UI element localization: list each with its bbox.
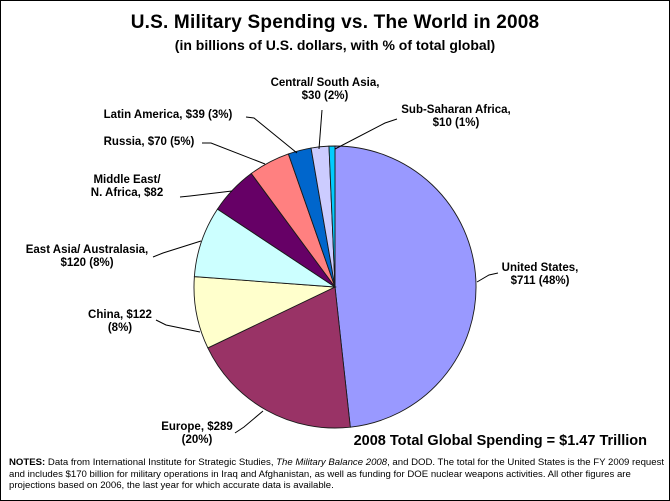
leader-line-europe [234,410,264,434]
chart-subtitle: (in billions of U.S. dollars, with % of … [174,37,496,53]
leader-line-russia [202,142,266,165]
slice-label-east-asia-australasia: East Asia/ Australasia, $120 (8%) [26,244,149,270]
leader-line-middle-east-n-africa [179,190,233,198]
slice-label-line: (8%) [107,322,133,334]
slice-label-line: $120 (8%) [60,257,114,269]
slice-label-line: N. Africa, $82 [90,187,164,199]
slice-label-line: Middle East/ [93,174,161,186]
leader-line-china [155,319,201,333]
slice-label-central-south-asia: Central/ South Asia, $30 (2%) [271,77,380,103]
slice-label-line: (20%) [181,434,213,446]
leader-line-central-south-asia [318,109,323,150]
slice-label-middle-east-n-africa: Middle East/N. Africa, $82 [91,174,163,200]
slice-label-line: East Asia/ Australasia, [25,244,149,256]
notes-text-before: Data from International Institute for St… [45,457,277,468]
slice-label-europe: Europe, $289 (20%) [161,421,233,447]
leader-line-east-asia-australasia [152,240,202,258]
leader-line-united-states [476,272,499,283]
slice-label-line: Europe, $289 [161,421,233,433]
slice-label-sub-saharan-africa: Sub-Saharan Africa, $10 (1%) [401,104,511,130]
total-spending-label: 2008 Total Global Spending = $1.47 Trill… [353,433,647,449]
slice-label-line: Russia, $70 (5%) [103,136,195,148]
slice-label-line: Central/ South Asia, [270,77,380,89]
notes: NOTES: Data from International Institute… [9,457,666,492]
notes-prefix: NOTES: [9,457,46,468]
pie-slice-sub-saharan-africa [328,145,336,288]
slice-label-line: $711 (48%) [510,275,570,287]
slice-label-line: Sub-Saharan Africa, [401,104,511,116]
slice-label-line: $30 (2%) [301,90,349,102]
slice-label-latin-america: Latin America, $39 (3%) [104,109,233,122]
leader-line-sub-saharan-africa [334,118,398,150]
slice-label-line: $10 (1%) [432,117,480,129]
notes-italic-source: The Military Balance 2008 [276,457,388,468]
slice-label-united-states: United States, $711 (48%) [502,262,579,288]
leader-line-latin-america [245,116,298,154]
chart-title: U.S. Military Spending vs. The World in … [130,12,540,33]
slice-label-line: United States, [501,262,579,274]
slice-label-line: Latin America, $39 (3%) [103,109,233,121]
slice-label-line: China, $122 [88,309,152,321]
notes-text-after: , and DOD. The total for the United Stat… [9,457,665,491]
pie-slice-europe [207,286,351,429]
pie-slice-united-states [334,145,477,428]
slice-label-russia: Russia, $70 (5%) [104,136,195,149]
slice-label-china: China, $122 (8%) [88,309,152,335]
